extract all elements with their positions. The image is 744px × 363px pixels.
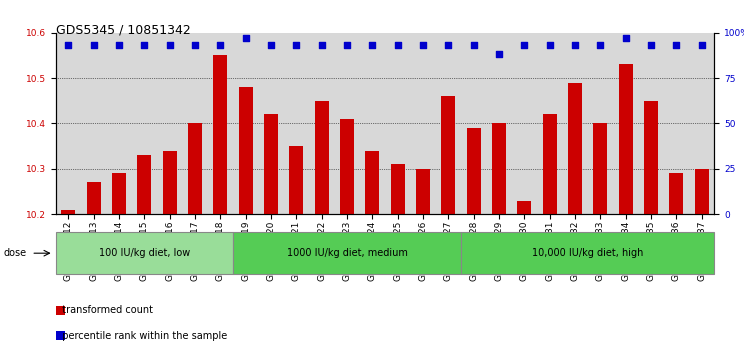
Point	[417, 42, 429, 48]
Bar	[188, 123, 202, 214]
Bar	[112, 174, 126, 214]
Bar	[340, 119, 354, 214]
Point	[315, 42, 327, 48]
Point	[341, 42, 353, 48]
Point	[366, 42, 378, 48]
Bar	[644, 101, 658, 214]
Point	[62, 42, 74, 48]
Bar	[264, 114, 278, 214]
Bar	[695, 169, 708, 214]
Point	[265, 42, 277, 48]
Text: percentile rank within the sample: percentile rank within the sample	[56, 331, 227, 341]
Bar	[492, 123, 506, 214]
Text: GDS5345 / 10851342: GDS5345 / 10851342	[56, 24, 190, 37]
Text: 100 IU/kg diet, low: 100 IU/kg diet, low	[99, 248, 190, 258]
Bar	[62, 209, 75, 214]
Point	[670, 42, 682, 48]
Bar	[289, 146, 304, 214]
Point	[493, 52, 505, 57]
Point	[113, 42, 125, 48]
Bar	[517, 200, 531, 214]
Point	[392, 42, 404, 48]
Point	[594, 42, 606, 48]
Bar	[239, 87, 253, 214]
Bar	[542, 114, 557, 214]
Bar	[391, 164, 405, 214]
Bar	[670, 174, 683, 214]
Point	[88, 42, 100, 48]
Point	[164, 42, 176, 48]
Bar	[416, 169, 430, 214]
Point	[443, 42, 455, 48]
Text: dose: dose	[4, 248, 27, 258]
Text: 1000 IU/kg diet, medium: 1000 IU/kg diet, medium	[286, 248, 408, 258]
Point	[189, 42, 201, 48]
Bar	[466, 128, 481, 214]
Text: 10,000 IU/kg diet, high: 10,000 IU/kg diet, high	[532, 248, 644, 258]
Bar	[365, 151, 379, 214]
Point	[468, 42, 480, 48]
Bar	[87, 182, 100, 214]
Bar	[593, 123, 607, 214]
Point	[519, 42, 530, 48]
Bar	[315, 101, 329, 214]
Bar	[138, 155, 151, 214]
Text: transformed count: transformed count	[56, 305, 153, 315]
Point	[544, 42, 556, 48]
Point	[569, 42, 581, 48]
Bar	[441, 96, 455, 214]
Bar	[214, 55, 228, 214]
Point	[240, 35, 251, 41]
Point	[214, 42, 226, 48]
Point	[696, 42, 708, 48]
Point	[620, 35, 632, 41]
Bar	[568, 82, 582, 214]
Bar	[619, 65, 632, 214]
Point	[290, 42, 302, 48]
Point	[138, 42, 150, 48]
Bar	[163, 151, 177, 214]
Point	[645, 42, 657, 48]
